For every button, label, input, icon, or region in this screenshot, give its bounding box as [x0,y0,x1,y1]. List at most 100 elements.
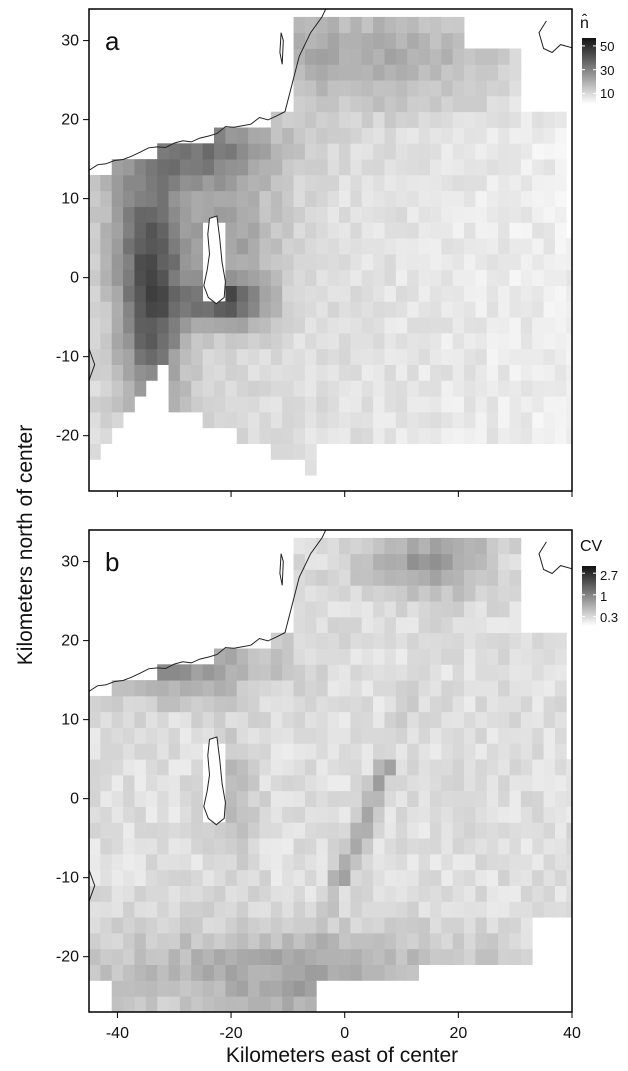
heatmap-cell [259,806,272,823]
heatmap-cell [384,174,397,192]
heatmap-cell [452,901,465,918]
heatmap-cell [225,396,238,413]
heatmap-cell [259,680,272,697]
heatmap-cell [498,222,510,239]
x-tick-label: -40 [106,1025,129,1042]
heatmap-cell [236,317,249,334]
heatmap-cell [350,664,363,681]
heatmap-cell [259,980,272,997]
heatmap-cell [339,616,351,634]
heatmap-cell [520,664,533,681]
heatmap-cell [168,364,181,381]
heatmap-cell [111,727,124,744]
heatmap-cell [248,648,260,665]
heatmap-cell [350,853,363,871]
heatmap-cell [327,838,340,855]
heatmap-cell [384,253,397,271]
heatmap-cell [134,838,147,855]
heatmap-cell [123,711,135,728]
heatmap-cell [270,869,283,886]
heatmap-cell [111,980,124,997]
heatmap-cell [395,348,408,365]
heatmap-cell [350,427,363,444]
heatmap-cell [304,901,317,918]
heatmap-cell [498,364,510,381]
heatmap-cell [373,269,385,286]
heatmap-cell [327,759,340,776]
heatmap-cell [429,16,442,34]
heatmap-cell [339,159,351,176]
heatmap-cell [373,838,385,855]
heatmap-cell [304,616,317,634]
heatmap-cell [395,853,408,871]
heatmap-cell [395,964,408,981]
heatmap-cell [543,174,556,192]
heatmap-cell [259,885,272,902]
heatmap-cell [498,64,510,81]
heatmap-cell [384,822,397,839]
heatmap-cell [373,853,385,871]
heatmap-cell [475,253,488,271]
heatmap-cell [532,317,544,334]
heatmap-cell [145,317,158,334]
heatmap-cell [498,901,510,918]
heatmap-cell [111,332,124,350]
heatmap-cell [441,664,454,681]
heatmap-cell [520,932,533,950]
heatmap-cell [361,301,374,318]
heatmap-cell [532,174,544,192]
heatmap-cell [554,695,567,713]
heatmap-cell [509,648,522,665]
heatmap-cell [304,632,317,649]
heatmap-cell [452,364,465,381]
heatmap-cell [418,111,431,128]
heatmap-cell [441,932,454,950]
heatmap-cell [339,396,351,413]
heatmap-cell [134,774,147,792]
heatmap-cell [452,632,465,649]
heatmap-cell [89,727,101,744]
heatmap-cell [225,980,238,997]
heatmap-cell [464,143,476,160]
heatmap-cell [157,980,169,997]
heatmap-cell [259,238,272,255]
heatmap-cell [202,901,215,918]
heatmap-cell [509,127,522,144]
heatmap-cell [339,680,351,697]
heatmap-cell [339,427,351,444]
heatmap-cell [134,174,147,192]
heatmap-cell [395,317,408,334]
heatmap-cell [282,853,294,871]
heatmap-cell [452,917,465,934]
heatmap-cell [168,790,181,807]
heatmap-cell [464,301,476,318]
heatmap-cell [464,901,476,918]
heatmap-cell [520,238,533,255]
heatmap-cell [498,411,510,429]
heatmap-cell [179,727,192,744]
heatmap-cell [429,932,442,950]
heatmap-cell [384,664,397,681]
heatmap-cell [532,711,544,728]
heatmap-cell [395,285,408,302]
heatmap-cell [543,364,556,381]
heatmap-cell [214,143,226,160]
heatmap-cell [179,869,192,886]
heatmap-cell [145,901,158,918]
heatmap-cell [498,317,510,334]
heatmap-cell [486,332,499,350]
heatmap-cell [395,601,408,618]
heatmap-cell [179,806,192,823]
heatmap-cell [111,380,124,397]
heatmap-cell [225,932,238,950]
heatmap-cell [123,364,135,381]
heatmap-cell [282,285,294,302]
y-tick-label: 10 [61,712,79,729]
heatmap-cell [304,253,317,271]
heatmap-cell [89,301,101,318]
heatmap-cell [327,95,340,113]
heatmap-cell [452,332,465,350]
heatmap-cell [89,806,101,823]
heatmap-cell [486,301,499,318]
